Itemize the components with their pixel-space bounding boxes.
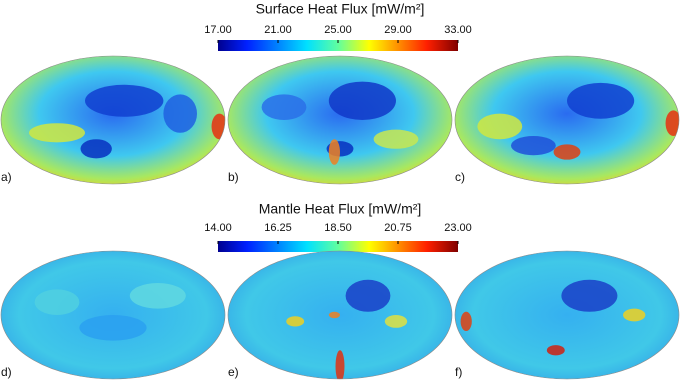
- map-outline: [0, 250, 226, 380]
- map-background: [228, 251, 452, 379]
- map-outline: [227, 250, 453, 380]
- map-feature: [553, 144, 581, 160]
- map: [228, 56, 452, 184]
- map-feature: [384, 315, 408, 328]
- map: [228, 251, 452, 379]
- colorbar-tick-label: 20.75: [384, 222, 412, 234]
- map-feature: [85, 84, 164, 117]
- colorbar-tick-label: 33.00: [444, 24, 472, 36]
- map-background: [455, 251, 679, 379]
- section-title: Surface Heat Flux [mW/m²]: [256, 1, 425, 17]
- colorbar-tick-label: 29.00: [384, 24, 412, 36]
- map-background: [1, 56, 225, 184]
- map: [1, 251, 225, 379]
- panel-label: c): [455, 170, 465, 184]
- map: [455, 251, 679, 379]
- map-feature: [80, 139, 112, 159]
- map-feature: [511, 136, 556, 156]
- section-title: Mantle Heat Flux [mW/m²]: [259, 201, 422, 217]
- map-outline: [454, 250, 680, 380]
- map-feature: [261, 94, 307, 120]
- map-feature: [665, 110, 679, 136]
- colorbar-tick-label: 21.00: [264, 24, 292, 36]
- colorbar: [218, 241, 458, 252]
- map-feature: [29, 123, 85, 143]
- map-feature: [34, 289, 80, 316]
- panel-label: e): [228, 365, 239, 379]
- panel-label: f): [455, 365, 462, 379]
- colorbar-tick-label: 16.25: [264, 222, 292, 234]
- map-feature: [345, 279, 391, 312]
- map-feature: [163, 94, 197, 133]
- map-feature: [623, 308, 646, 322]
- map-outline: [454, 55, 680, 185]
- colorbar-tick-label: 25.00: [324, 24, 352, 36]
- colorbar-tick-label: 17.00: [204, 24, 232, 36]
- map-feature: [460, 311, 472, 331]
- map-feature: [373, 129, 419, 149]
- map-feature: [477, 113, 523, 140]
- panel-label: a): [1, 170, 12, 184]
- colorbar-tick-label: 23.00: [444, 222, 472, 234]
- map-feature: [328, 139, 340, 165]
- map-background: [228, 56, 452, 184]
- map-feature: [129, 283, 186, 309]
- map-feature: [561, 279, 618, 312]
- colorbar: [218, 40, 458, 51]
- panel-label: d): [1, 365, 12, 379]
- map-outline: [0, 55, 226, 185]
- panel-label: b): [228, 170, 239, 184]
- map-feature: [567, 82, 635, 119]
- map-feature: [286, 316, 305, 327]
- map-feature: [328, 311, 340, 319]
- map: [455, 56, 679, 184]
- colorbar-tick-label: 14.00: [204, 222, 232, 234]
- map-feature: [79, 315, 147, 341]
- colorbar-tick-label: 18.50: [324, 222, 352, 234]
- map-outline: [227, 55, 453, 185]
- map-feature: [328, 81, 396, 121]
- map-feature: [335, 350, 345, 379]
- map-feature: [546, 345, 565, 356]
